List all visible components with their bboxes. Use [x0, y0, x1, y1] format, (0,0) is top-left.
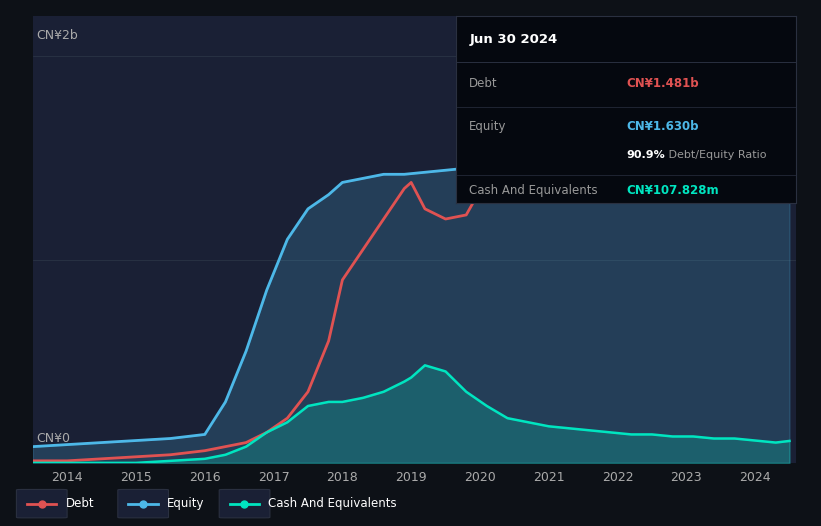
FancyBboxPatch shape: [118, 489, 168, 518]
Text: Debt/Equity Ratio: Debt/Equity Ratio: [665, 150, 767, 160]
Point: [35, 500, 48, 508]
Text: CN¥107.828m: CN¥107.828m: [626, 184, 718, 197]
Text: CN¥1.630b: CN¥1.630b: [626, 120, 699, 134]
FancyBboxPatch shape: [16, 489, 67, 518]
Text: Equity: Equity: [167, 497, 204, 510]
Point: [136, 500, 149, 508]
Text: 90.9%: 90.9%: [626, 150, 665, 160]
Text: Cash And Equivalents: Cash And Equivalents: [470, 184, 598, 197]
FancyBboxPatch shape: [219, 489, 270, 518]
Point: [238, 500, 251, 508]
Text: CN¥1.481b: CN¥1.481b: [626, 77, 699, 90]
Text: Jun 30 2024: Jun 30 2024: [470, 33, 557, 46]
Text: Debt: Debt: [470, 77, 498, 90]
Text: CN¥0: CN¥0: [37, 432, 71, 445]
Text: CN¥2b: CN¥2b: [37, 29, 79, 42]
Text: Debt: Debt: [66, 497, 94, 510]
Text: Equity: Equity: [470, 120, 507, 134]
Text: Cash And Equivalents: Cash And Equivalents: [268, 497, 397, 510]
